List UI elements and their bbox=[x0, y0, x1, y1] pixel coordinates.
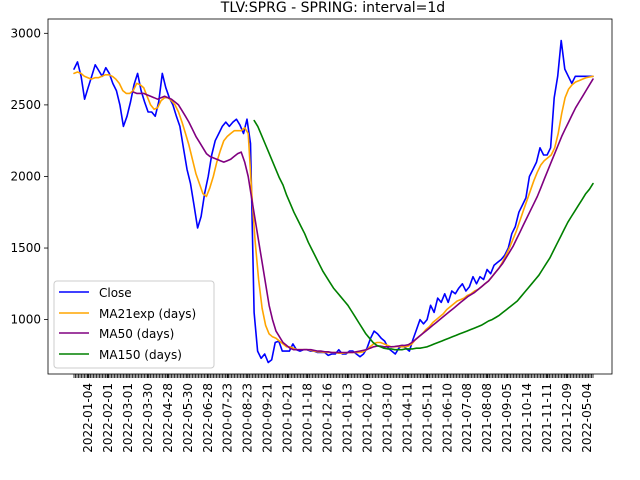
x-tick-label: 2021-06-10 bbox=[440, 383, 454, 453]
x-tick-label: 2022-06-28 bbox=[201, 383, 215, 453]
y-axis: 1000 1500 2000 2500 3000 bbox=[10, 26, 48, 326]
x-tick-label: 2022-05-04 bbox=[580, 383, 594, 453]
x-tick-label: 2022-03-30 bbox=[141, 383, 155, 453]
y-tick-label: 2000 bbox=[10, 169, 41, 183]
x-tick-label: 2021-02-10 bbox=[360, 383, 374, 453]
x-tick-label: 2022-04-28 bbox=[161, 383, 175, 453]
x-tick-label: 2020-10-21 bbox=[281, 383, 295, 453]
x-tick-label: 2021-01-13 bbox=[340, 383, 354, 453]
x-tick-label: 2022-03-01 bbox=[121, 383, 135, 453]
x-tick-label: 2022-02-01 bbox=[101, 383, 115, 453]
legend-label-ma150: MA150 (days) bbox=[99, 348, 182, 362]
chart-title: TLV:SPRG - SPRING: interval=1d bbox=[220, 0, 445, 16]
x-tick-label: 2021-04-11 bbox=[400, 383, 414, 453]
x-tick-label: 2020-07-23 bbox=[221, 383, 235, 453]
x-tick-label: 2022-01-04 bbox=[81, 383, 95, 453]
y-tick-label: 1500 bbox=[10, 241, 41, 255]
legend-label-ma50: MA50 (days) bbox=[99, 327, 174, 341]
y-tick-label: 1000 bbox=[10, 313, 41, 327]
x-tick-label: 2020-12-16 bbox=[321, 383, 335, 453]
legend-label-ma21exp: MA21exp (days) bbox=[99, 307, 196, 321]
x-tick-label: 2021-03-10 bbox=[380, 383, 394, 453]
legend-label-close: Close bbox=[99, 286, 132, 300]
x-tick-label: 2021-09-05 bbox=[500, 383, 514, 453]
x-tick-label: 2020-09-21 bbox=[261, 383, 275, 453]
x-tick-label: 2020-11-18 bbox=[301, 383, 315, 453]
y-tick-label: 2500 bbox=[10, 98, 41, 112]
x-tick-label: 2021-05-11 bbox=[420, 383, 434, 453]
x-tick-label: 2021-10-14 bbox=[520, 383, 534, 453]
legend: Close MA21exp (days) MA50 (days) MA150 (… bbox=[54, 281, 214, 368]
x-axis: 2022-01-04 2022-02-01 2022-03-01 2022-03-30… bbox=[74, 374, 594, 453]
x-tick-label: 2022-05-30 bbox=[181, 383, 195, 453]
x-tick-label: 2021-12-09 bbox=[560, 383, 574, 453]
series-line-ma150-days bbox=[254, 121, 593, 350]
x-tick-label: 2021-08-08 bbox=[480, 383, 494, 453]
x-tick-label: 2020-08-23 bbox=[241, 383, 255, 453]
y-tick-label: 3000 bbox=[10, 26, 41, 40]
x-tick-label: 2021-07-08 bbox=[460, 383, 474, 453]
x-tick-label: 2021-11-11 bbox=[540, 383, 554, 453]
